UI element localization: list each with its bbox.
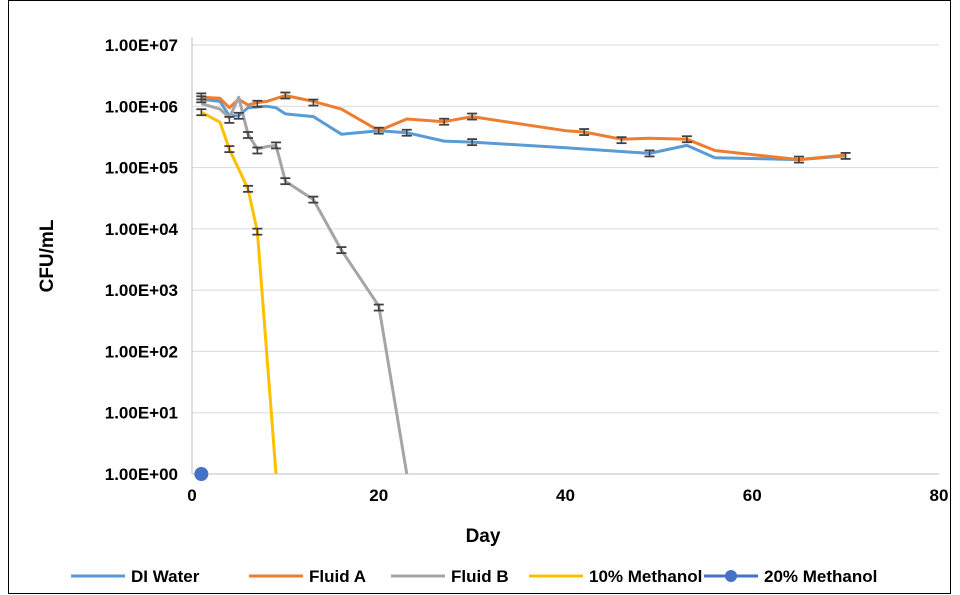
error-bar: [243, 184, 254, 193]
y-tick-label: 1.00E+05: [105, 159, 178, 178]
x-axis-title: Day: [466, 526, 501, 547]
legend-item: Fluid B: [391, 567, 509, 586]
y-tick-label: 1.00E+02: [105, 342, 178, 361]
y-axis-title: CFU/mL: [37, 219, 58, 292]
error-bar: [840, 152, 851, 160]
x-tick-label: 60: [743, 486, 762, 505]
series-line-0: [201, 97, 846, 162]
axes: [191, 37, 939, 475]
legend-label: Fluid A: [309, 567, 366, 586]
x-tick-label: 20: [369, 486, 388, 505]
error-bar: [373, 303, 384, 312]
legend-label: DI Water: [131, 567, 200, 586]
error-bar: [681, 135, 692, 144]
legend-item: Fluid A: [249, 567, 366, 586]
legend-item: 10% Methanol: [529, 567, 702, 586]
error-bar: [308, 98, 319, 107]
series-lines: [194, 94, 846, 481]
y-tick-label: 1.00E+06: [105, 97, 178, 116]
error-bar: [252, 146, 263, 155]
error-bar: [252, 227, 263, 236]
x-tick-label: 0: [187, 486, 196, 505]
error-bar: [467, 138, 478, 147]
error-bar: [196, 108, 207, 117]
error-bar: [579, 128, 590, 136]
error-bar: [196, 95, 207, 104]
legend-marker: [725, 570, 737, 582]
y-tick-label: 1.00E+04: [105, 220, 179, 239]
legend: DI Water Fluid A Fluid B 10% Methanol 20% Me…: [71, 567, 877, 586]
error-bar: [467, 112, 478, 121]
y-tick-label: 1.00E+00: [105, 465, 178, 484]
series-line-1: [201, 94, 846, 162]
error-bar: [308, 195, 319, 204]
legend-label: Fluid B: [451, 567, 509, 586]
error-bar: [224, 145, 235, 154]
error-bar: [373, 126, 384, 135]
legend-label: 10% Methanol: [589, 567, 702, 586]
y-tick-label: 1.00E+07: [105, 36, 178, 55]
error-bar: [336, 246, 347, 255]
error-bar: [644, 149, 655, 158]
series-point-4: [194, 467, 209, 481]
legend-label: 20% Methanol: [764, 567, 877, 586]
tick-labels: 1.00E+00 1.00E+01 1.00E+02 1.00E+03 1.00E+04…: [105, 36, 949, 505]
error-bar: [224, 115, 235, 124]
chart-svg: 1.00E+00 1.00E+01 1.00E+02 1.00E+03 1.00E+04…: [37, 36, 949, 586]
error-bar: [616, 136, 627, 145]
error-bar: [243, 131, 254, 139]
y-tick-label: 1.00E+03: [105, 281, 178, 300]
error-bar: [233, 111, 244, 120]
legend-item: 20% Methanol: [704, 567, 877, 586]
error-bar: [439, 117, 450, 126]
error-bar: [280, 91, 291, 100]
error-bar: [271, 141, 282, 150]
error-bar: [252, 99, 263, 108]
error-bar: [793, 155, 804, 164]
series-line-3: [200, 110, 278, 475]
error-bar: [401, 128, 412, 137]
chart-frame: 1.00E+00 1.00E+01 1.00E+02 1.00E+03 1.00E+04…: [8, 0, 951, 594]
legend-item: DI Water: [71, 567, 200, 586]
x-tick-label: 80: [930, 486, 949, 505]
error-bars: [196, 91, 851, 312]
x-tick-label: 40: [556, 486, 575, 505]
error-bar: [280, 177, 291, 186]
y-tick-label: 1.00E+01: [105, 404, 178, 423]
